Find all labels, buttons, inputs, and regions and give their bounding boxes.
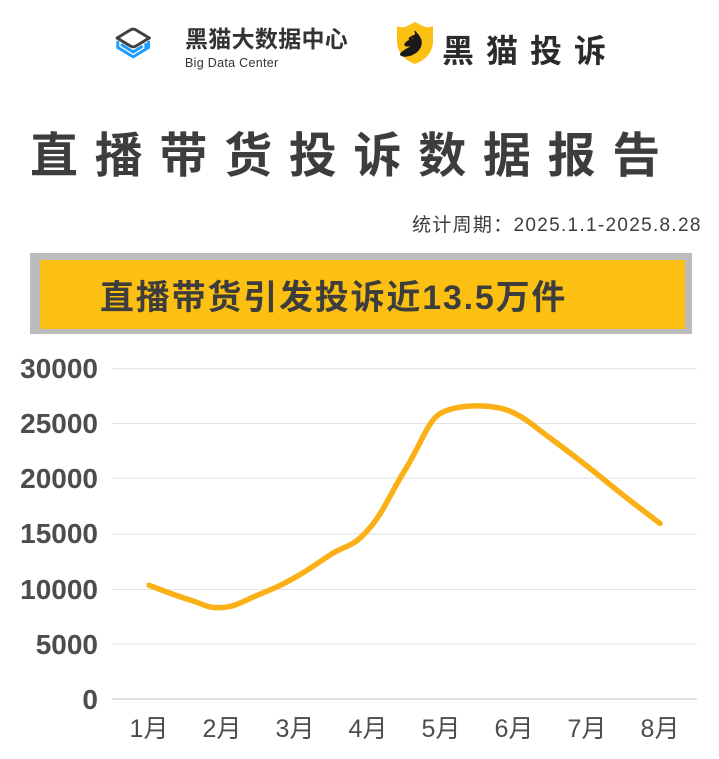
svg-text:25000: 25000 bbox=[20, 408, 98, 439]
svg-text:1月: 1月 bbox=[130, 715, 169, 743]
svg-text:8月: 8月 bbox=[641, 715, 680, 743]
svg-text:20000: 20000 bbox=[20, 463, 98, 494]
svg-text:3月: 3月 bbox=[276, 715, 315, 743]
svg-text:6月: 6月 bbox=[495, 715, 534, 743]
svg-text:10000: 10000 bbox=[20, 574, 98, 605]
svg-text:7月: 7月 bbox=[568, 715, 607, 743]
svg-text:15000: 15000 bbox=[20, 518, 98, 549]
svg-text:2月: 2月 bbox=[203, 715, 242, 743]
svg-text:0: 0 bbox=[82, 684, 98, 715]
svg-text:5000: 5000 bbox=[36, 629, 98, 660]
svg-text:5月: 5月 bbox=[422, 715, 461, 743]
svg-text:4月: 4月 bbox=[349, 715, 388, 743]
svg-text:30000: 30000 bbox=[20, 353, 98, 384]
